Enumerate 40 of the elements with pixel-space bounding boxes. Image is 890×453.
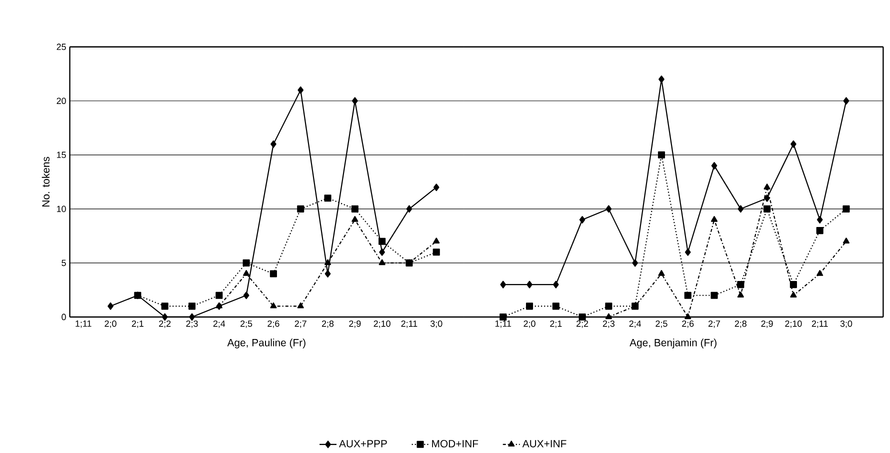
x-tick-label: 2;9 xyxy=(761,320,773,328)
x-tick-label: 2;2 xyxy=(576,320,588,328)
legend-label: MOD+INF xyxy=(432,440,478,448)
x-tick-label: 2;6 xyxy=(268,320,280,328)
x-tick-label: 2;7 xyxy=(294,320,306,328)
x-tick-label: 2;0 xyxy=(524,320,536,328)
x-tick-label: 2;8 xyxy=(322,320,334,328)
x-tick-label: 3;0 xyxy=(430,320,442,328)
x-tick-label: 2;0 xyxy=(104,320,116,328)
x-tick-label: 3;0 xyxy=(840,320,852,328)
x-tick-label: 2;5 xyxy=(656,320,668,328)
legend-label: AUX+PPP xyxy=(339,440,387,448)
x-tick-label: 2;1 xyxy=(132,320,144,328)
x-tick-label: 2;4 xyxy=(629,320,642,328)
x-axis-title: Age, Benjamin (Fr) xyxy=(630,338,716,349)
x-tick-label: 2;4 xyxy=(213,320,226,328)
x-tick-label: 2;11 xyxy=(401,320,418,328)
legend-label: AUX+INF xyxy=(522,440,566,448)
y-tick-label: 10 xyxy=(57,206,66,212)
x-tick-label: 2;10 xyxy=(785,320,802,328)
y-tick-label: 5 xyxy=(62,260,66,266)
x-tick-label: 1;11 xyxy=(76,320,92,328)
x-tick-label: 2;9 xyxy=(349,320,361,328)
x-tick-label: 2;7 xyxy=(708,320,720,328)
y-tick-label: 20 xyxy=(56,98,66,104)
x-tick-label: 2;2 xyxy=(159,320,171,328)
x-tick-label: 2;1 xyxy=(550,320,562,328)
x-tick-label: 2;3 xyxy=(186,320,198,328)
y-tick-label: 25 xyxy=(56,44,66,50)
x-tick-label: 1;11 xyxy=(495,320,512,328)
x-tick-label: 2;6 xyxy=(682,320,694,328)
y-axis-title: No. tokens xyxy=(42,157,50,207)
x-tick-label: 2;11 xyxy=(812,320,828,328)
x-tick-label: 2;8 xyxy=(734,320,746,328)
x-axis-title: Age, Pauline (Fr) xyxy=(227,338,306,349)
y-tick-label: 0 xyxy=(62,314,66,320)
y-tick-label: 15 xyxy=(57,152,66,158)
x-tick-label: 2;10 xyxy=(374,320,390,328)
x-tick-label: 2;3 xyxy=(602,320,615,328)
x-tick-label: 2;5 xyxy=(240,320,252,328)
